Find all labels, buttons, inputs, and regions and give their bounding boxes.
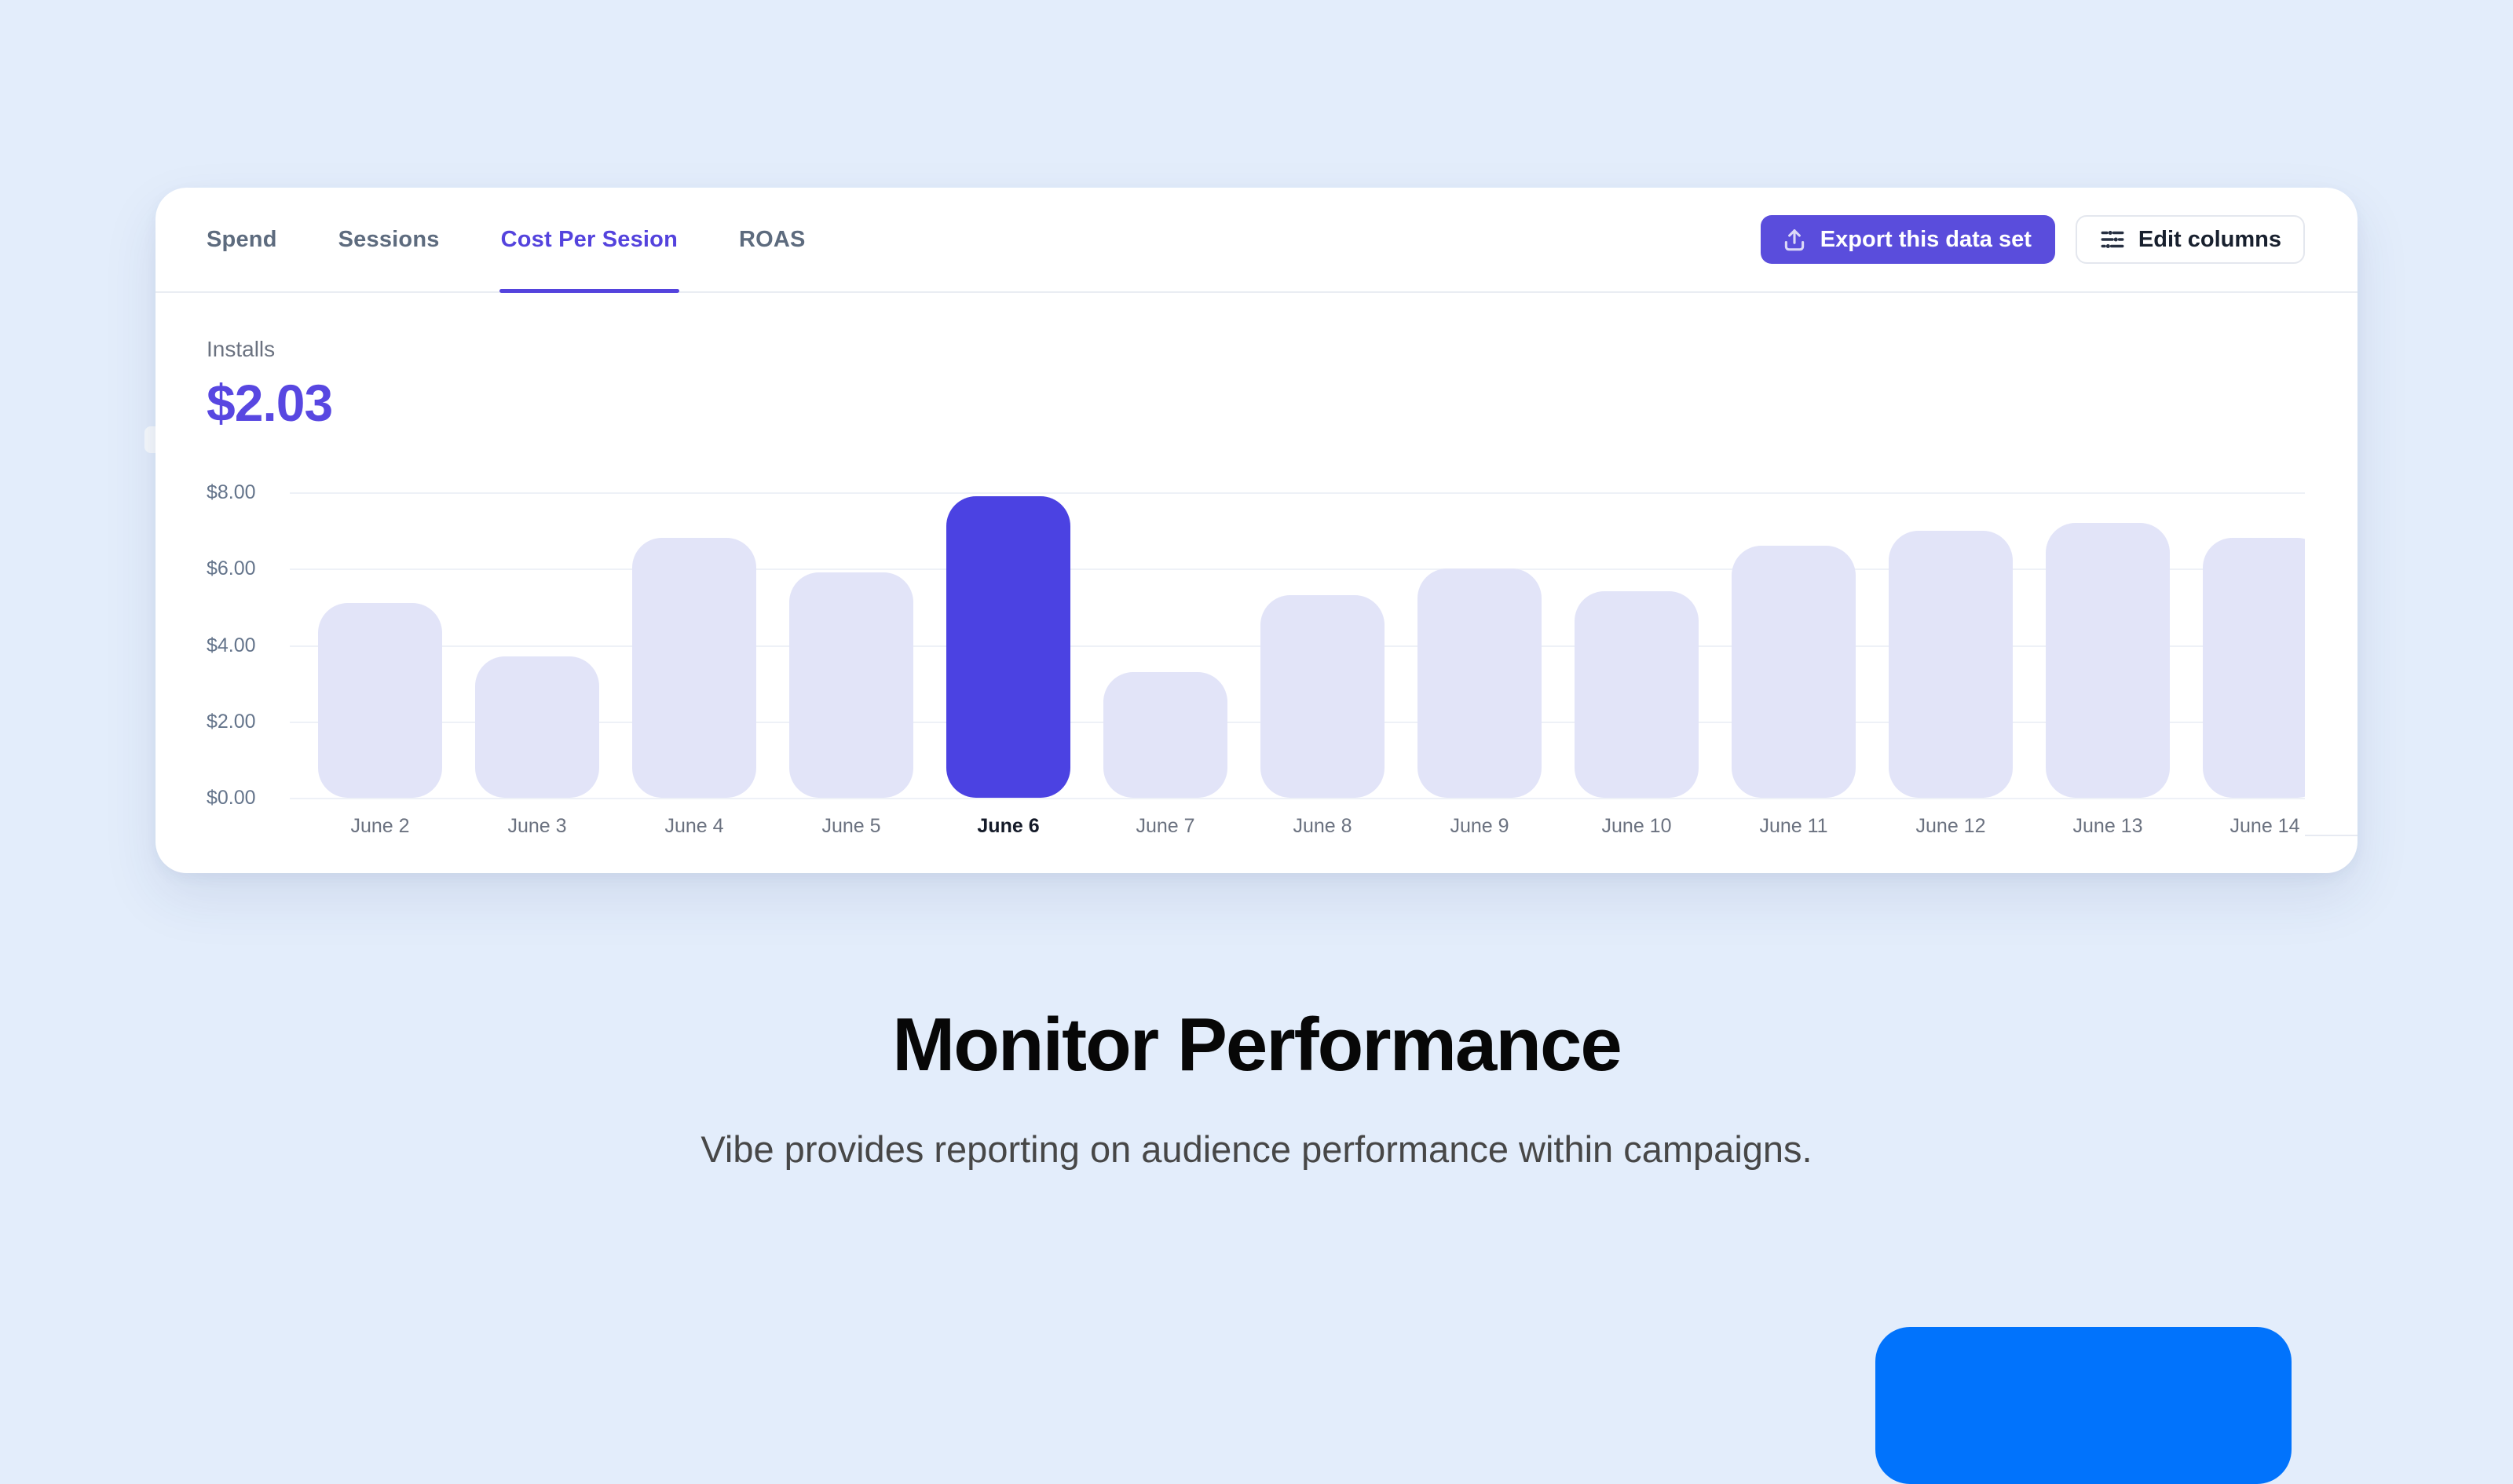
cta-button-fragment[interactable] <box>1875 1327 2292 1484</box>
bar-june-13[interactable] <box>2046 522 2170 798</box>
export-button-label: Export this data set <box>1820 226 2032 252</box>
reporting-card: Spend Sessions Cost Per Sesion ROAS Export … <box>155 188 2358 873</box>
y-axis-tick: $0.00 <box>207 787 256 809</box>
x-axis-label: June 6 <box>977 815 1040 837</box>
bar-june-11[interactable] <box>1732 546 1856 798</box>
x-axis-label: June 9 <box>1450 815 1509 837</box>
x-axis-label: June 14 <box>2230 815 2300 837</box>
tab-cost-per-sesion[interactable]: Cost Per Sesion <box>499 188 680 293</box>
x-axis-label: June 11 <box>1759 815 1828 837</box>
gridline <box>290 568 2305 571</box>
bar-june-12[interactable] <box>1889 530 2013 798</box>
edit-columns-button[interactable]: Edit columns <box>2075 215 2305 264</box>
metric-value: $2.03 <box>207 374 333 432</box>
bar-june-5[interactable] <box>789 572 913 798</box>
metric-label: Installs <box>207 337 276 361</box>
edit-columns-label: Edit columns <box>2138 226 2281 252</box>
hero-title: Monitor Performance <box>892 1003 1622 1087</box>
card-actions: Export this data set Edit columns <box>1760 215 2305 264</box>
x-axis-label: June 3 <box>507 815 567 837</box>
x-axis-label: June 7 <box>1136 815 1195 837</box>
plot-area <box>290 492 2305 798</box>
export-upload-icon <box>1781 226 1808 253</box>
tabs: Spend Sessions Cost Per Sesion ROAS <box>207 188 806 293</box>
bar-june-14[interactable] <box>2203 538 2305 798</box>
bar-june-8[interactable] <box>1260 595 1385 798</box>
bar-june-3[interactable] <box>475 656 599 798</box>
y-axis-tick: $2.00 <box>207 710 256 733</box>
bar-june-10[interactable] <box>1575 591 1699 798</box>
x-axis-label: June 8 <box>1293 815 1352 837</box>
export-data-button[interactable]: Export this data set <box>1760 215 2055 264</box>
metric-block: Installs $2.03 <box>207 337 333 433</box>
bar-june-7[interactable] <box>1103 671 1227 798</box>
bar-june-4[interactable] <box>632 538 756 798</box>
inner-frame-edge-line <box>2305 835 2358 836</box>
bar-june-6[interactable] <box>946 495 1070 798</box>
x-axis-label: June 10 <box>1601 815 1672 837</box>
x-axis-label: June 13 <box>2072 815 2143 837</box>
bar-june-9[interactable] <box>1417 568 1542 798</box>
hero-subtitle: Vibe provides reporting on audience perf… <box>700 1128 1813 1170</box>
tab-bar: Spend Sessions Cost Per Sesion ROAS Export … <box>155 188 2358 293</box>
y-axis-tick: $4.00 <box>207 634 256 656</box>
x-axis-label: June 5 <box>821 815 881 837</box>
cost-per-session-chart: $8.00 $6.00 $4.00 $2.00 $0.00 June 2 June 3 Jun… <box>155 188 2358 873</box>
gridline <box>290 798 2305 799</box>
tab-sessions[interactable]: Sessions <box>338 226 440 252</box>
x-axis-label: June 12 <box>1915 815 1986 837</box>
y-axis-tick: $6.00 <box>207 557 256 580</box>
tab-roas[interactable]: ROAS <box>738 226 806 252</box>
sliders-icon <box>2099 226 2126 253</box>
bar-june-2[interactable] <box>318 603 442 798</box>
gridline <box>290 492 2305 494</box>
x-axis-label: June 2 <box>350 815 410 837</box>
tab-spend[interactable]: Spend <box>207 226 277 252</box>
y-axis-tick: $8.00 <box>207 481 256 503</box>
x-axis-label: June 4 <box>664 815 724 837</box>
